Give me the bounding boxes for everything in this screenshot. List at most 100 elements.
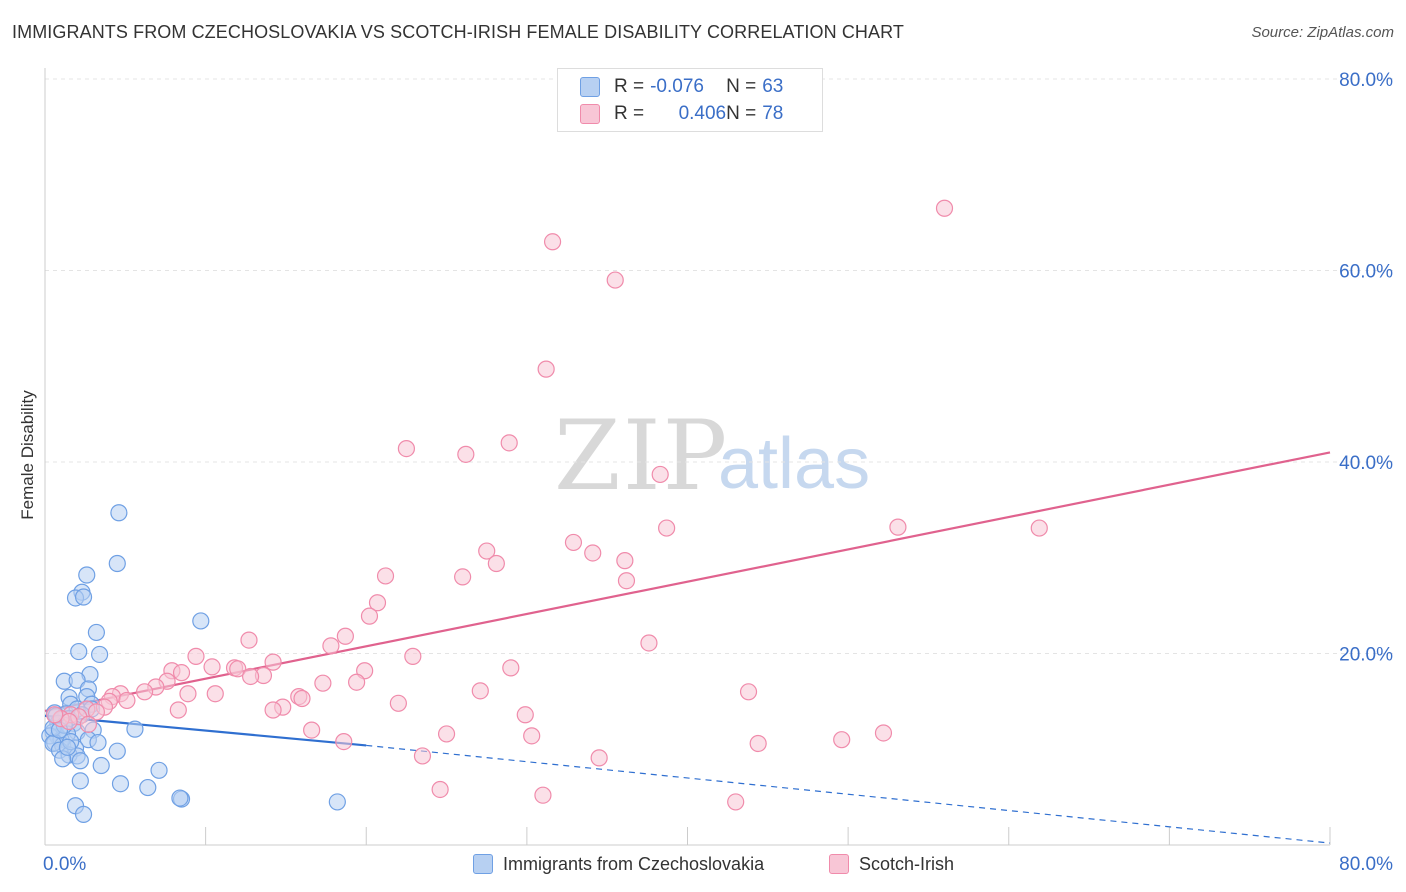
x-tick-label: 80.0% — [1339, 854, 1393, 875]
data-points — [41, 199, 1048, 823]
point-scotch-irish — [584, 544, 602, 562]
point-czechoslovakia — [92, 756, 110, 775]
point-scotch-irish — [640, 634, 658, 652]
point-scotch-irish — [179, 685, 197, 703]
point-scotch-irish — [135, 683, 154, 701]
point-scotch-irish — [431, 780, 449, 799]
point-scotch-irish — [454, 568, 472, 586]
y-tick-label: 60.0% — [1339, 262, 1393, 283]
legend-r-value: 0.406 — [678, 103, 727, 124]
point-czechoslovakia — [192, 612, 210, 630]
point-scotch-irish — [264, 701, 282, 719]
point-scotch-irish — [651, 465, 669, 484]
point-scotch-irish — [413, 747, 432, 765]
stats-legend: R = -0.076 N = 63 R = 0.406 N = 78 — [557, 68, 823, 132]
point-scotch-irish — [389, 694, 407, 712]
point-czechoslovakia — [91, 645, 109, 664]
point-scotch-irish — [303, 721, 321, 739]
y-tick-label: 40.0% — [1339, 453, 1393, 474]
chart-title: IMMIGRANTS FROM CZECHOSLOVAKIA VS SCOTCH… — [12, 22, 904, 42]
point-scotch-irish — [376, 567, 395, 585]
bottom-legend-scotch-irish: Scotch-Irish — [829, 851, 954, 877]
series-scotch-irish — [46, 199, 1048, 811]
point-scotch-irish — [264, 653, 282, 671]
point-scotch-irish — [240, 631, 258, 649]
point-scotch-irish — [616, 552, 634, 570]
point-scotch-irish — [457, 445, 475, 463]
point-czechoslovakia — [171, 789, 189, 807]
point-scotch-irish — [1030, 519, 1048, 537]
point-scotch-irish — [437, 725, 456, 743]
point-scotch-irish — [658, 519, 676, 537]
point-scotch-irish — [749, 734, 767, 753]
point-scotch-irish — [523, 727, 541, 745]
trend-line-czechoslovakia — [44, 714, 367, 747]
legend-row-scotch-irish: R = 0.406 N = 78 — [580, 102, 783, 126]
point-czechoslovakia — [71, 752, 89, 770]
y-tick-label: 20.0% — [1339, 645, 1393, 666]
point-scotch-irish — [293, 689, 311, 708]
point-scotch-irish — [206, 685, 224, 703]
point-scotch-irish — [60, 712, 78, 731]
chart-source: Source: ZipAtlas.com — [1251, 24, 1394, 41]
point-scotch-irish — [397, 439, 416, 458]
trend-lines — [44, 451, 1331, 844]
point-scotch-irish — [118, 691, 136, 710]
point-scotch-irish — [368, 594, 387, 612]
bottom-legend-czechoslovakia: Immigrants from Czechoslovakia — [473, 851, 764, 877]
legend-n-value: 78 — [762, 103, 784, 124]
bottom-legend-label: Scotch-Irish — [859, 853, 955, 874]
point-scotch-irish — [229, 660, 247, 678]
point-scotch-irish — [322, 637, 340, 655]
trend-line-czechoslovakia-extrapolated — [366, 744, 1331, 844]
point-czechoslovakia — [328, 793, 346, 811]
point-scotch-irish — [203, 658, 221, 676]
point-scotch-irish — [487, 554, 505, 573]
point-czechoslovakia — [58, 738, 77, 756]
point-czechoslovakia — [74, 805, 93, 823]
legend-r-label: R = — [614, 103, 645, 124]
point-scotch-irish — [874, 724, 893, 742]
x-tick-label: 0.0% — [43, 854, 86, 875]
point-scotch-irish — [478, 542, 496, 560]
watermark-atlas: atlas — [718, 424, 871, 504]
legend-swatch-blue — [580, 77, 600, 97]
point-scotch-irish — [336, 627, 354, 645]
bottom-legend-label: Immigrants from Czechoslovakia — [503, 853, 765, 874]
point-scotch-irish — [833, 731, 851, 749]
legend-n-label: N = — [726, 76, 757, 97]
point-scotch-irish — [360, 607, 379, 625]
point-scotch-irish — [534, 786, 552, 804]
bottom-legend-swatch-pink — [829, 854, 849, 874]
legend-r-label: R = — [614, 76, 645, 97]
point-czechoslovakia — [108, 742, 126, 760]
point-scotch-irish — [935, 199, 954, 217]
point-scotch-irish — [502, 659, 520, 677]
point-scotch-irish — [606, 271, 624, 289]
point-czechoslovakia — [110, 504, 128, 522]
point-czechoslovakia — [111, 775, 130, 793]
point-scotch-irish — [739, 683, 758, 701]
grid-lines — [45, 78, 1395, 654]
point-scotch-irish — [471, 682, 489, 700]
point-czechoslovakia — [78, 566, 96, 584]
point-czechoslovakia — [139, 778, 157, 797]
point-czechoslovakia — [70, 642, 88, 661]
point-scotch-irish — [543, 233, 562, 251]
point-scotch-irish — [404, 647, 422, 665]
point-czechoslovakia — [150, 761, 168, 779]
point-czechoslovakia — [74, 588, 93, 606]
point-scotch-irish — [79, 715, 97, 733]
bottom-legend-swatch-blue — [473, 854, 493, 874]
point-scotch-irish — [889, 518, 907, 536]
point-scotch-irish — [564, 533, 583, 552]
legend-n-value: 63 — [762, 76, 784, 97]
legend-r-value: -0.076 — [650, 76, 704, 97]
point-czechoslovakia — [87, 623, 106, 642]
point-scotch-irish — [46, 706, 64, 724]
point-scotch-irish — [348, 673, 366, 691]
watermark-zip: ZIP — [554, 400, 730, 512]
point-scotch-irish — [537, 360, 555, 378]
point-scotch-irish — [500, 434, 518, 452]
